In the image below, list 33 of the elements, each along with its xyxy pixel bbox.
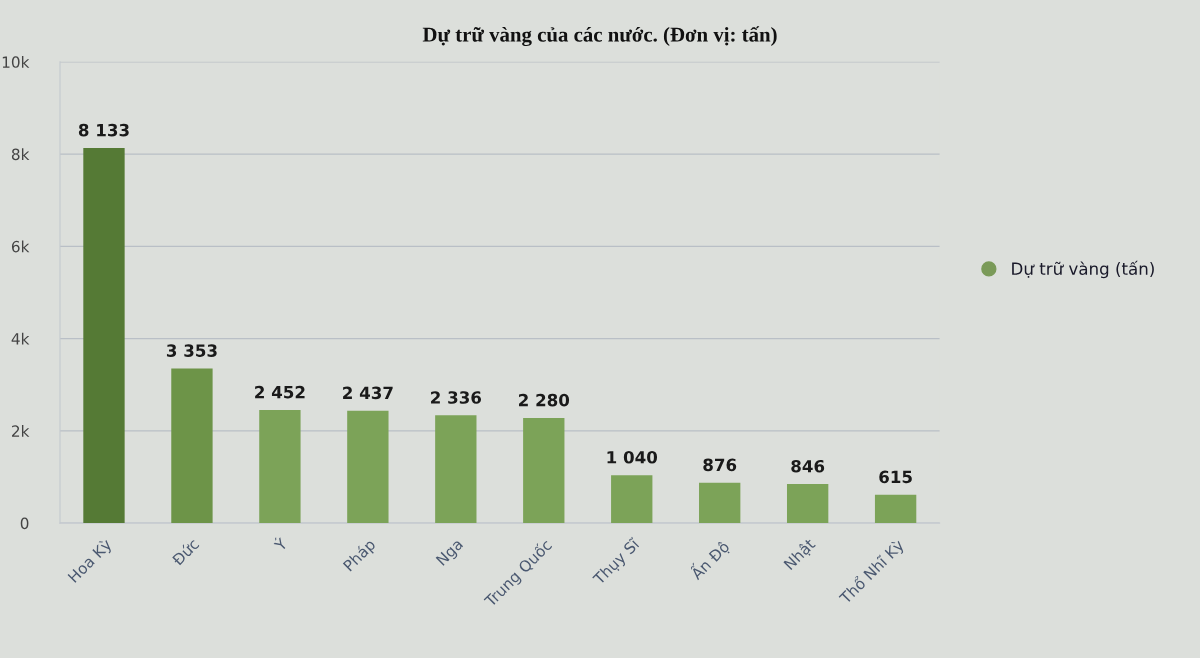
- data-label: 846: [791, 459, 825, 473]
- x-tick-label: Đức: [170, 537, 200, 567]
- bar: [83, 147, 125, 524]
- bar: [347, 410, 389, 524]
- data-label: 8 133: [78, 123, 129, 137]
- x-tick-label: Ấn Độ: [686, 537, 732, 583]
- y-tick-label: 2k: [12, 425, 30, 437]
- data-label: 2 336: [431, 391, 482, 404]
- bar: [786, 484, 829, 524]
- data-label: 3 353: [166, 344, 217, 357]
- x-tick-label: Nga: [435, 538, 466, 568]
- bar: [523, 417, 565, 524]
- bar: [699, 482, 741, 524]
- y-tick-label: 4k: [11, 332, 30, 345]
- legend-label: Dự trữ vàng (tấn): [1012, 260, 1154, 279]
- y-tick-label: 10k: [2, 56, 30, 68]
- data-label: 2 437: [343, 386, 393, 400]
- bar: [171, 368, 213, 524]
- y-tick-label: 0: [20, 517, 29, 530]
- data-label: 2 280: [519, 393, 570, 407]
- bar: [611, 475, 653, 524]
- x-tick-label: Hoa Kỳ: [66, 537, 115, 586]
- y-tick-label: 6k: [11, 240, 30, 253]
- data-label: 2 452: [255, 385, 305, 399]
- bar: [874, 494, 917, 524]
- data-label: 1 040: [607, 450, 658, 464]
- data-label: 615: [879, 470, 912, 484]
- y-tick-label: 8k: [11, 148, 30, 161]
- bar: [259, 410, 301, 524]
- x-tick-label: Ý: [271, 535, 289, 552]
- data-label: 876: [703, 458, 737, 472]
- chart-title: Dự trữ vàng của các nước. (Đơn vị: tấn): [422, 26, 777, 47]
- bar: [435, 415, 477, 524]
